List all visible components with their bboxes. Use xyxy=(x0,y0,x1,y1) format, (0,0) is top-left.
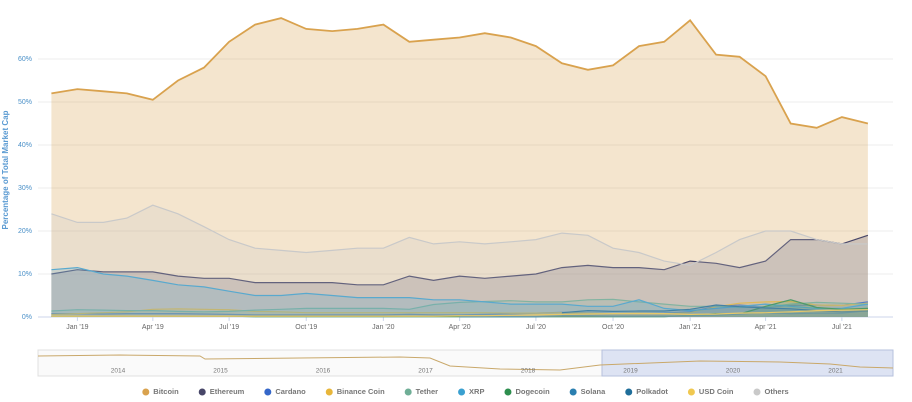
legend-marker xyxy=(325,388,333,396)
y-tick-label: 10% xyxy=(18,271,32,278)
legend-item[interactable]: Solana xyxy=(569,387,606,396)
y-tick-label: 20% xyxy=(18,228,32,235)
navigator-label: 2015 xyxy=(213,368,228,375)
x-tick-label: Jul '19 xyxy=(219,324,239,331)
legend-label: Cardano xyxy=(275,387,306,396)
legend-marker xyxy=(404,388,412,396)
x-tick-label: Jan '19 xyxy=(66,324,88,331)
legend-item[interactable]: Cardano xyxy=(264,387,306,396)
legend-label: Bitcoin xyxy=(153,387,179,396)
x-tick-label: Jan '20 xyxy=(372,324,394,331)
series-line xyxy=(51,300,868,315)
y-tick-label: 30% xyxy=(18,185,32,192)
navigator-label: 2016 xyxy=(316,368,331,375)
y-tick-label: 0% xyxy=(22,314,32,321)
series-area xyxy=(51,301,868,317)
series-area xyxy=(51,205,868,317)
series-line xyxy=(459,310,868,318)
legend-label: Others xyxy=(765,387,789,396)
legend-marker xyxy=(264,388,272,396)
x-tick-label: Jan '21 xyxy=(679,324,701,331)
legend-marker xyxy=(458,388,466,396)
series-line xyxy=(51,204,868,267)
x-tick-label: Oct '20 xyxy=(602,324,624,331)
y-axis-label: Percentage of Total Market Cap xyxy=(1,110,10,229)
legend-label: Binance Coin xyxy=(337,387,385,396)
navigator xyxy=(37,349,894,377)
x-tick-label: Apr '20 xyxy=(449,324,471,331)
x-tick-label: Oct '19 xyxy=(295,324,317,331)
x-tick-label: Apr '21 xyxy=(755,324,777,331)
legend-item[interactable]: Tether xyxy=(404,387,438,396)
y-tick-label: 50% xyxy=(18,99,32,106)
legend: Bitcoin Ethereum Cardano Binance Coin Tether… xyxy=(142,387,789,396)
legend-label: Tether xyxy=(416,387,438,396)
navigator-line xyxy=(37,354,894,371)
legend-item[interactable]: USD Coin xyxy=(687,387,734,396)
navigator-label: 2017 xyxy=(418,368,433,375)
legend-marker xyxy=(687,388,695,396)
legend-marker xyxy=(504,388,512,396)
legend-item[interactable]: Binance Coin xyxy=(325,387,385,396)
y-tick-label: 60% xyxy=(18,56,32,63)
x-tick-label: Jul '20 xyxy=(526,324,546,331)
legend-item[interactable]: Dogecoin xyxy=(504,387,550,396)
legend-marker xyxy=(142,388,150,396)
navigator-label: 2019 xyxy=(623,368,638,375)
navigator-label: 2021 xyxy=(828,368,843,375)
series-line xyxy=(51,234,869,286)
legend-label: Polkadot xyxy=(636,387,668,396)
series-line xyxy=(51,17,869,129)
navigator-label: 2020 xyxy=(726,368,741,375)
legend-item[interactable]: Ethereum xyxy=(198,387,245,396)
series-area xyxy=(51,267,868,317)
legend-marker xyxy=(569,388,577,396)
legend-label: Solana xyxy=(581,387,606,396)
legend-marker xyxy=(198,388,206,396)
legend-item[interactable]: Others xyxy=(753,387,789,396)
legend-label: Dogecoin xyxy=(515,387,550,396)
x-tick-label: Apr '19 xyxy=(142,324,164,331)
series-area xyxy=(51,299,868,317)
series-line xyxy=(51,309,868,317)
legend-marker xyxy=(753,388,761,396)
legend-label: USD Coin xyxy=(699,387,734,396)
navigator-label: 2018 xyxy=(521,368,536,375)
legend-item[interactable]: Bitcoin xyxy=(142,387,179,396)
legend-item[interactable]: Polkadot xyxy=(625,387,668,396)
legend-label: Ethereum xyxy=(210,387,245,396)
navigator-label: 2014 xyxy=(111,368,126,375)
series-area xyxy=(51,18,868,317)
series-area xyxy=(459,310,868,317)
y-tick-label: 40% xyxy=(18,142,32,149)
series-line xyxy=(51,266,868,312)
x-tick-label: Jul '21 xyxy=(832,324,852,331)
series-line xyxy=(51,301,868,316)
series-area xyxy=(51,309,868,317)
legend-item[interactable]: XRP xyxy=(458,387,484,396)
legend-label: XRP xyxy=(469,387,484,396)
legend-marker xyxy=(625,388,633,396)
